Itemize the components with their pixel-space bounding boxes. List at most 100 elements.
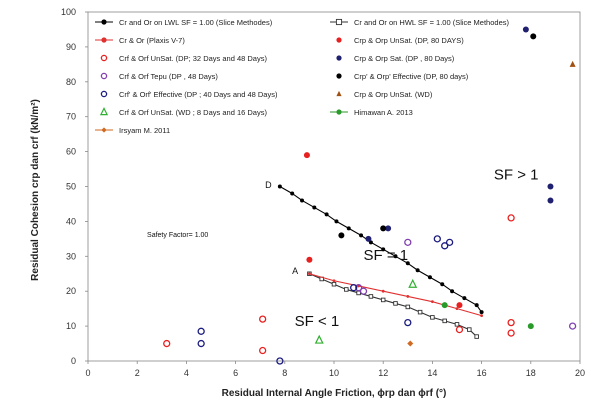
legend-item: Crp & Orp UnSat. (DP, 80 DAYS) — [336, 36, 464, 45]
data-point — [441, 302, 448, 309]
legend-label: Himawan A. 2013 — [354, 108, 413, 117]
data-point — [547, 197, 554, 204]
y-tick-label: 0 — [71, 356, 76, 366]
data-point — [480, 314, 483, 318]
data-point — [407, 340, 414, 347]
legend-item: Crf & Orf UnSat. (DP; 32 Days and 48 Day… — [100, 54, 267, 63]
data-point — [381, 289, 385, 293]
data-point — [530, 33, 537, 40]
legend-label: Crp & Orp Sat. (DP , 80 Days) — [354, 54, 455, 63]
series-group — [365, 26, 554, 242]
x-tick-label: 2 — [135, 368, 140, 378]
data-point — [312, 205, 317, 210]
data-point — [441, 242, 449, 250]
data-point — [415, 268, 420, 273]
data-point — [338, 232, 345, 239]
legend-item: Cr and Or on LWL SF = 1.00 (Slice Method… — [95, 18, 273, 27]
data-point — [303, 152, 310, 159]
legend-label: Crf & Orf Tepu (DP , 48 Days) — [119, 72, 218, 81]
legend-label: Crp & Orp UnSat. (DP, 80 DAYS) — [354, 36, 464, 45]
series-group — [569, 60, 576, 67]
data-point — [454, 322, 460, 327]
legend-item: Crf & Orf Tepu (DP , 48 Days) — [100, 72, 218, 81]
data-point — [300, 198, 305, 203]
legend-item: Crp' & Orp' Effective (DP, 80 days) — [336, 72, 469, 81]
chart-annotation: SF > 1 — [494, 167, 539, 184]
x-tick-label: 8 — [282, 368, 287, 378]
data-point — [276, 357, 284, 365]
data-point — [404, 238, 412, 246]
data-point — [405, 261, 410, 266]
series-line — [309, 273, 482, 317]
y-tick-label: 70 — [66, 112, 76, 122]
x-tick-label: 12 — [378, 368, 388, 378]
legend-label: Crp' & Orp' Effective (DP, 80 days) — [354, 72, 469, 81]
legend-marker — [336, 90, 342, 97]
y-axis-title: Residual Cohesion crp dan crf (kN/m²) — [30, 99, 41, 281]
series-group — [407, 340, 414, 347]
data-point — [290, 191, 295, 196]
series-group — [354, 238, 577, 330]
data-point — [356, 290, 361, 296]
data-point — [359, 287, 368, 295]
data-point — [359, 233, 364, 238]
x-tick-label: 6 — [233, 368, 238, 378]
data-point — [445, 238, 454, 246]
legend-item: Irsyam M. 2011 — [95, 126, 170, 135]
data-point — [197, 339, 205, 348]
data-point — [507, 329, 515, 337]
data-point — [354, 284, 363, 292]
legend-marker — [100, 72, 108, 80]
legend-item: Crp & Orp UnSat. (WD) — [336, 90, 433, 99]
data-point — [479, 310, 484, 315]
data-point — [163, 339, 171, 348]
chart-annotation: SF < 1 — [295, 313, 340, 330]
series-group — [338, 33, 537, 239]
legend-label: Irsyam M. 2011 — [119, 126, 170, 135]
data-point — [569, 60, 576, 67]
x-tick-label: 18 — [526, 368, 536, 378]
data-point — [474, 303, 479, 308]
data-point — [332, 279, 336, 283]
data-point — [433, 235, 441, 243]
data-point — [450, 289, 455, 294]
legend-label: Crf & Orf UnSat. (DP; 32 Days and 48 Day… — [119, 54, 267, 63]
data-point — [417, 309, 423, 315]
legend: Cr and Or on LWL SF = 1.00 (Slice Method… — [95, 18, 509, 135]
data-point — [380, 225, 387, 232]
data-point — [393, 301, 398, 306]
data-point — [456, 302, 463, 309]
series-group — [307, 271, 479, 339]
chart-annotation: SF = 1 — [364, 247, 409, 264]
legend-label: Cr and Or on HWL SF = 1.00 (Slice Method… — [354, 18, 509, 27]
data-point — [314, 334, 324, 344]
data-point — [507, 214, 515, 222]
series-layer — [163, 26, 577, 365]
y-tick-label: 30 — [66, 251, 76, 261]
data-point — [455, 325, 464, 334]
data-point — [381, 247, 386, 252]
data-point — [440, 282, 445, 287]
data-point — [385, 225, 392, 232]
data-point — [393, 254, 398, 259]
legend-marker — [101, 127, 107, 133]
series-group — [308, 272, 483, 318]
data-point — [405, 304, 411, 310]
x-tick-label: 20 — [575, 368, 585, 378]
data-point — [474, 334, 479, 339]
data-point — [344, 287, 349, 292]
data-point — [527, 323, 534, 330]
legend-item: Crf & Orf UnSat. (WD ; 8 Days and 16 Day… — [99, 107, 267, 117]
chart-annotation: A — [292, 266, 298, 276]
data-point — [197, 327, 205, 335]
legend-marker — [100, 90, 108, 98]
data-point — [308, 272, 311, 276]
series-group — [303, 152, 463, 309]
chart-annotation: Safety Factor= 1.00 — [147, 232, 208, 239]
legend-marker — [336, 55, 342, 61]
data-point — [522, 26, 529, 33]
legend-label: Cr and Or on LWL SF = 1.00 (Slice Method… — [119, 18, 273, 27]
data-point — [408, 278, 418, 288]
